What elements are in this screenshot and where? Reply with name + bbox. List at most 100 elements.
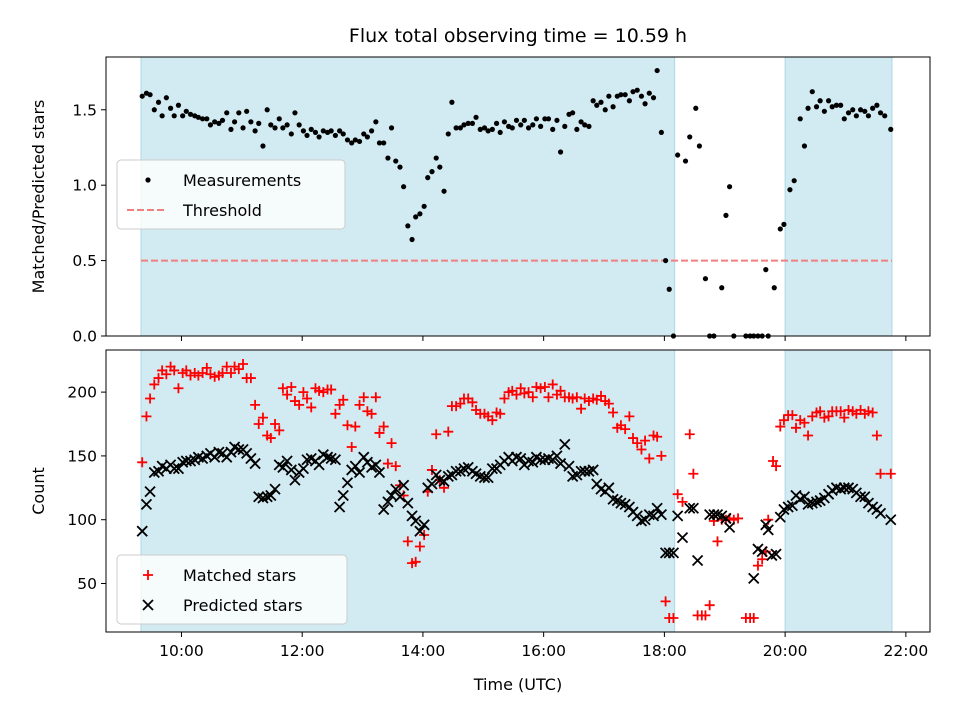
measurements-point [356, 138, 363, 145]
measurements-point [590, 98, 596, 104]
y-tick-label: 150 [67, 447, 97, 465]
matched-stars-point [346, 441, 357, 452]
measurements-point [328, 128, 334, 134]
x-tick-label: 16:00 [521, 642, 566, 660]
matched-stars-point [636, 444, 647, 455]
legend-matched-stars-swatch [143, 570, 153, 580]
matched-stars-point [334, 399, 345, 410]
measurements-point [574, 126, 580, 132]
matched-stars-point [390, 461, 401, 472]
predicted-stars-point [482, 471, 494, 484]
matched-stars-point [330, 408, 341, 419]
measurements-point [497, 129, 503, 136]
measurements-point [646, 90, 652, 96]
measurements-point [654, 67, 660, 74]
predicted-stars-point [249, 457, 261, 470]
matched-stars-point [149, 379, 160, 390]
count-points [136, 359, 897, 623]
matched-stars-point [265, 433, 276, 444]
predicted-stars-point [687, 502, 700, 514]
predicted-stars-point [414, 525, 426, 537]
y-tick-label: 100 [67, 511, 97, 529]
matched-stars-point [875, 468, 886, 479]
y-tick-label: 1.0 [72, 177, 97, 195]
measurements-point [530, 122, 536, 128]
matched-stars-point [350, 421, 361, 432]
measurements-point [417, 211, 423, 217]
measurements-point [666, 286, 672, 292]
series-measurements [139, 67, 894, 339]
measurements-point [791, 178, 797, 184]
predicted-stars-point [394, 491, 406, 503]
matched-stars-point [871, 430, 882, 441]
x-tick-label: 22:00 [884, 642, 929, 660]
measurements-point [163, 95, 169, 101]
predicted-stars-point [152, 465, 165, 477]
measurements-point [308, 126, 314, 132]
predicted-stars-point [430, 469, 442, 481]
legend-predicted-stars-label: Predicted stars [183, 596, 303, 615]
measurements-point [693, 105, 699, 111]
predicted-stars-point [418, 519, 430, 531]
legend-measurements-swatch [145, 177, 151, 183]
matched-stars-point [378, 421, 389, 432]
measurements-point [554, 117, 560, 123]
measurements-point [545, 116, 552, 122]
predicted-stars-point [321, 451, 334, 463]
observing-interval-shading [140, 57, 893, 336]
measurements-point [829, 104, 835, 110]
measurements-point [723, 212, 729, 218]
measurements-point [882, 113, 888, 119]
measurements-point [316, 134, 322, 140]
measurements-point [373, 119, 379, 125]
matched-stars-point [656, 450, 667, 461]
measurements-point [473, 114, 479, 120]
measurements-point [501, 119, 508, 125]
matched-stars-point [596, 390, 607, 401]
predicted-stars-point [762, 524, 774, 536]
measurements-point [231, 119, 238, 125]
matched-stars-point [624, 411, 635, 422]
measurements-point [696, 143, 703, 149]
measurements-point [570, 110, 576, 116]
measurements-point [662, 257, 669, 264]
predicted-stars-point [358, 451, 370, 463]
measurements-point [865, 113, 872, 119]
matched-stars-point [386, 438, 397, 449]
matched-stars-point [815, 406, 826, 417]
matched-stars-point [225, 367, 236, 378]
predicted-stars-point [676, 531, 689, 544]
measurements-point [276, 116, 282, 122]
predicted-stars-point [285, 464, 297, 476]
legend-box [116, 554, 348, 625]
predicted-stars-point [370, 459, 382, 471]
measurements-point [853, 113, 859, 119]
measurements-point [421, 203, 427, 209]
measurements-point [658, 129, 664, 136]
measurements-point [204, 116, 210, 122]
measurements-point [433, 155, 439, 161]
predicted-stars-point [349, 460, 361, 472]
predicted-stars-point [651, 502, 663, 514]
predicted-stars-point [382, 496, 394, 508]
measurements-point [538, 123, 544, 129]
matched-stars-point [298, 387, 309, 398]
measurement-points [139, 67, 894, 339]
measurements-point [183, 108, 189, 114]
x-axis-label: Time (UTC) [473, 675, 562, 694]
matched-stars-point [752, 560, 763, 571]
measurements-point [888, 126, 894, 132]
predicted-stars-point [798, 491, 811, 503]
x-tick-label: 12:00 [280, 642, 325, 660]
measurements-point [797, 116, 803, 122]
x-tick-label: 20:00 [763, 642, 808, 660]
predicted-stars-point [663, 547, 675, 559]
x-tick-label: 14:00 [401, 642, 446, 660]
matched-stars-point [547, 379, 558, 390]
bottom-panel: 50 100 150 200 10:00 12:00 14:00 16:00 18:00 20:… [29, 349, 931, 694]
matched-stars-point [302, 393, 313, 404]
measurements-point [857, 107, 864, 113]
measurements-point [139, 93, 145, 99]
predicted-stars-point [874, 507, 887, 519]
